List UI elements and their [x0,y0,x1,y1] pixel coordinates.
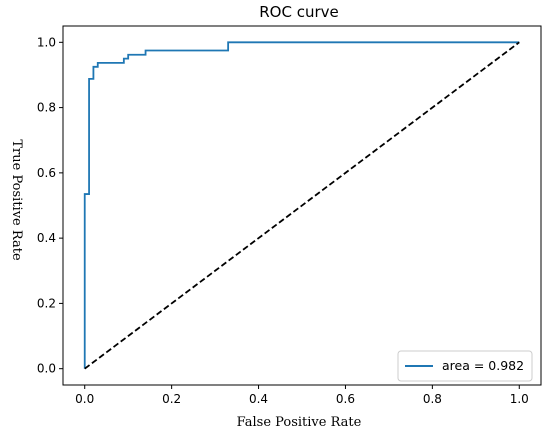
x-tick-label: 1.0 [510,392,529,406]
y-tick-label: 0.8 [37,101,56,115]
y-axis-ticks: 0.0 0.2 0.4 0.6 0.8 1.0 [37,35,63,376]
y-tick-label: 0.4 [37,231,56,245]
legend-box [397,350,533,382]
plot-area [83,41,520,370]
x-tick-label: 0.2 [162,392,181,406]
x-tick-label: 0.6 [336,392,355,406]
x-tick-label: 0.0 [75,392,94,406]
y-tick-label: 1.0 [37,35,56,49]
chance-diagonal-line [84,41,520,370]
x-axis-ticks: 0.0 0.2 0.4 0.6 0.8 1.0 [75,385,529,406]
x-tick-label: 0.8 [423,392,442,406]
y-tick-label: 0.0 [37,362,56,376]
y-axis-label: True Positive Rate [9,139,24,261]
y-tick-label: 0.2 [37,296,56,310]
plot-frame [62,25,542,386]
legend-label-roc: area = 0.982 [442,358,524,373]
roc-curve-line [83,41,520,369]
x-axis-label: False Positive Rate [237,415,362,430]
legend: area = 0.982 [397,350,533,382]
y-tick-label: 0.6 [37,166,56,180]
x-tick-label: 0.4 [249,392,268,406]
chart-title: ROC curve [259,3,339,21]
